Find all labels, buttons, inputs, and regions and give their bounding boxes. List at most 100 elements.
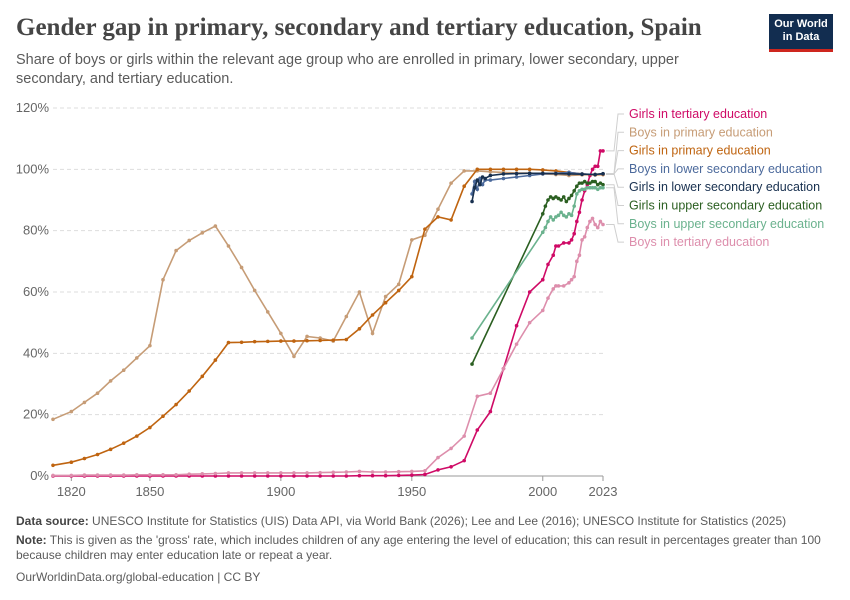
data-point: [423, 468, 427, 473]
data-point: [472, 179, 477, 184]
data-point: [161, 472, 165, 477]
data-point: [593, 185, 597, 190]
data-point: [305, 338, 309, 343]
series-7[interactable]: [51, 216, 605, 478]
data-point: [318, 338, 322, 343]
data-point: [601, 171, 605, 176]
data-point: [598, 149, 603, 153]
legend-label[interactable]: Boys in primary education: [629, 125, 773, 139]
legend-connector: [606, 113, 624, 152]
series-line: [52, 170, 604, 421]
data-point: [279, 474, 283, 478]
data-point: [410, 469, 414, 474]
data-point: [577, 210, 582, 215]
data-point: [462, 434, 466, 438]
data-point: [135, 434, 139, 438]
data-point: [370, 331, 375, 336]
legend-connector: [606, 224, 624, 243]
data-point: [449, 218, 453, 222]
legend-label[interactable]: Boys in lower secondary education: [629, 162, 822, 176]
data-point: [383, 294, 388, 299]
data-point: [569, 193, 574, 198]
legend-label[interactable]: Girls in tertiary education: [629, 107, 767, 121]
data-point: [567, 172, 571, 176]
data-point: [595, 187, 600, 192]
data-point: [383, 470, 388, 474]
data-point: [551, 218, 556, 222]
data-point: [556, 284, 561, 288]
data-point: [540, 168, 545, 172]
data-point: [595, 164, 600, 169]
data-point: [470, 336, 474, 340]
data-point: [370, 470, 375, 474]
series-2[interactable]: [51, 167, 605, 468]
data-point: [121, 441, 126, 445]
data-point: [135, 472, 139, 477]
data-point: [252, 474, 257, 478]
logo-line-1: Our World: [774, 18, 828, 30]
data-point: [540, 171, 545, 176]
data-point: [470, 199, 474, 204]
y-tick-label: 20%: [23, 407, 49, 422]
data-point: [593, 179, 597, 184]
data-point: [561, 213, 566, 218]
x-tick-label: 2000: [528, 484, 557, 499]
data-point: [187, 238, 191, 243]
series-5[interactable]: [470, 179, 605, 366]
data-point: [148, 425, 152, 430]
data-point: [480, 175, 485, 179]
series-1[interactable]: [51, 169, 605, 422]
data-point: [585, 225, 590, 230]
series-4[interactable]: [470, 171, 605, 204]
data-point: [252, 339, 257, 344]
series-6[interactable]: [470, 185, 605, 340]
data-point: [51, 417, 55, 422]
note-label: Note:: [16, 533, 47, 547]
data-point: [572, 231, 576, 236]
legend-connector: [606, 150, 624, 175]
data-point: [148, 343, 152, 348]
data-point: [436, 468, 440, 472]
data-point: [344, 474, 349, 478]
data-point: [174, 248, 178, 253]
data-point: [265, 471, 270, 475]
data-point: [575, 259, 579, 264]
data-point: [292, 354, 296, 359]
data-point: [265, 474, 270, 478]
data-point: [590, 216, 595, 221]
data-point: [462, 169, 466, 173]
data-point: [383, 300, 388, 305]
source-url-link[interactable]: OurWorldinData.org/global-education | CC…: [16, 570, 261, 584]
data-point: [470, 362, 474, 366]
data-point: [546, 296, 550, 300]
series-0[interactable]: [51, 149, 605, 478]
data-point: [480, 182, 485, 187]
data-point: [331, 474, 336, 478]
data-point: [108, 447, 113, 452]
data-point: [449, 465, 453, 469]
legend-label[interactable]: Girls in upper secondary education: [629, 199, 822, 213]
data-point: [577, 189, 582, 193]
legend-label[interactable]: Boys in tertiary education: [629, 235, 769, 249]
data-point: [585, 181, 590, 185]
owid-logo[interactable]: Our World in Data: [769, 14, 833, 52]
data-point: [95, 452, 100, 457]
data-point: [501, 366, 506, 371]
data-point: [580, 198, 584, 202]
data-point: [265, 310, 270, 314]
data-point: [449, 181, 453, 185]
data-point: [590, 179, 595, 184]
data-point: [396, 469, 401, 474]
legend-label[interactable]: Girls in lower secondary education: [629, 180, 820, 194]
legend-label[interactable]: Girls in primary education: [629, 144, 771, 158]
data-point: [540, 230, 545, 234]
data-point: [556, 213, 561, 218]
series-line: [471, 172, 604, 202]
y-tick-label: 100%: [16, 161, 50, 176]
data-point: [331, 470, 336, 475]
data-point: [423, 227, 427, 231]
x-tick-label: 2023: [589, 484, 618, 499]
data-point: [501, 176, 506, 181]
legend-label[interactable]: Boys in upper secondary education: [629, 217, 824, 231]
